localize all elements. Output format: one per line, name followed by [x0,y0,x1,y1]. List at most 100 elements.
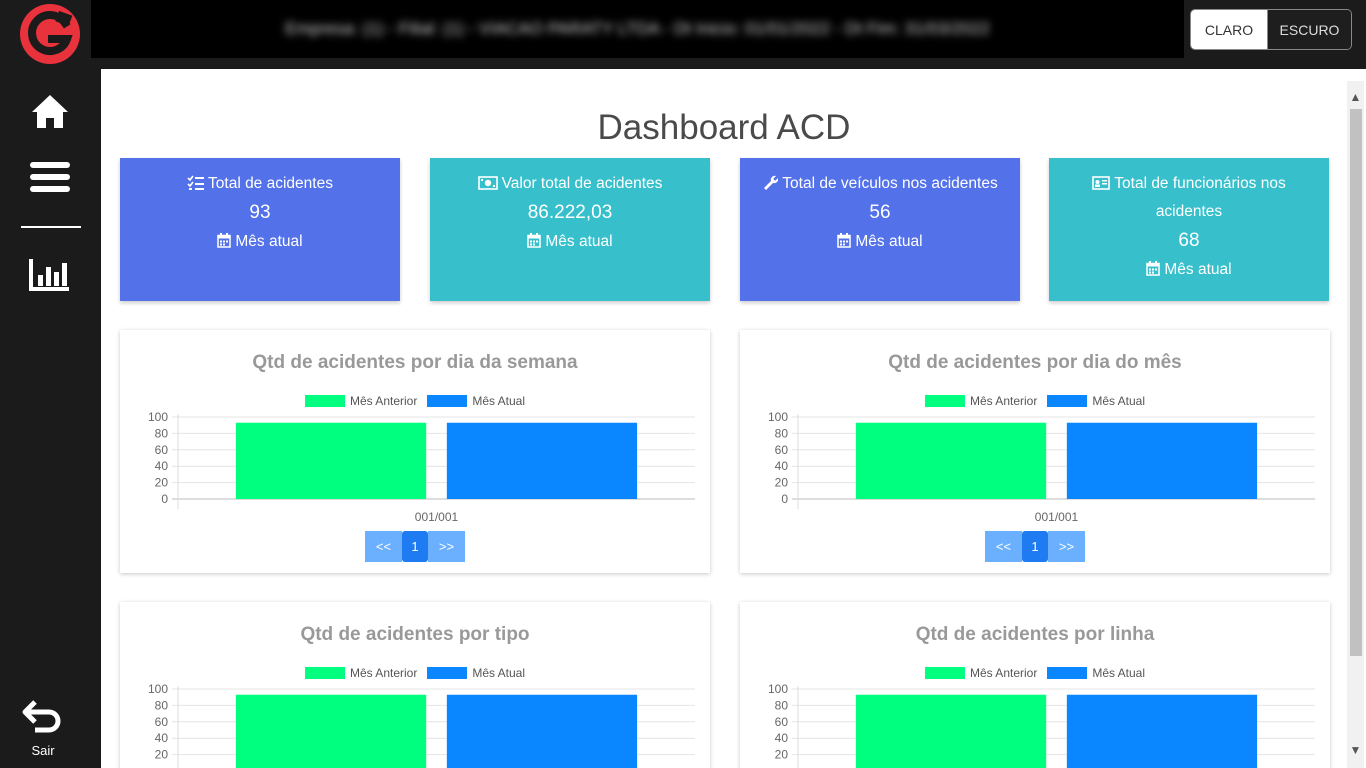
chart-title: Qtd de acidentes por linha [915,624,1155,645]
chart-panel-linha: Qtd de acidentes por linha Mês Anterior … [740,602,1330,768]
card-period: Mês atual [1164,261,1232,278]
bar-chart-icon[interactable] [28,253,72,297]
prev-page-button[interactable]: << [365,531,402,562]
calendar-icon [837,233,852,248]
card-total-acidentes: Total de acidentes 93 Mês atual [120,158,400,301]
logout-button[interactable]: Sair [18,696,68,758]
id-card-icon [1092,176,1111,190]
y-tick-label: 20 [775,476,789,490]
chart-title: Qtd de acidentes por tipo [300,624,530,645]
legend-prev[interactable]: Mês Anterior [304,666,417,680]
sidebar: Sair [0,0,100,768]
scroll-up-icon[interactable]: ▲ [1349,90,1362,104]
checklist-icon [187,175,205,190]
y-tick-label: 40 [775,731,789,745]
y-tick-label: 0 [781,492,788,506]
card-total-veiculos: Total de veículos nos acidentes 56 Mês a… [740,158,1020,301]
wrench-icon [764,175,779,190]
y-tick-label: 100 [148,682,168,696]
legend-curr[interactable]: Mês Atual [1047,394,1145,408]
bar-mes-anterior [235,422,427,499]
scroll-down-icon[interactable]: ▼ [1349,743,1362,757]
next-page-button[interactable]: >> [428,531,465,562]
card-title: Total de veículos nos acidentes [782,175,998,192]
home-icon[interactable] [28,89,72,133]
bar-chart: 20 40 60 80 100 [768,682,1315,768]
legend-curr[interactable]: Mês Atual [427,394,525,408]
chart-panel-dia-semana: Qtd de acidentes por dia da semana Mês A… [120,330,710,573]
y-tick-label: 40 [775,459,789,473]
chart-title: Qtd de acidentes por dia do mês [888,352,1182,373]
card-value: 68 [1178,230,1200,251]
y-tick-label: 80 [775,426,789,440]
chart-title: Qtd de acidentes por dia da semana [252,352,578,373]
y-tick-label: 80 [155,698,169,712]
y-tick-label: 60 [775,715,789,729]
y-tick-label: 40 [155,731,169,745]
next-page-button[interactable]: >> [1048,531,1085,562]
y-tick-label: 100 [768,410,788,424]
scrollbar-thumb[interactable] [1350,109,1362,656]
bar-mes-anterior [855,694,1047,768]
chart-legend: Mês Anterior Mês Atual [120,666,710,680]
bar-mes-atual [1066,422,1258,499]
calendar-icon [527,233,542,248]
pagination: << 1 >> [365,531,465,562]
theme-light-button[interactable]: CLARO [1191,10,1267,49]
card-value: 56 [869,202,891,223]
card-title: Valor total de acidentes [501,175,663,192]
chart-legend: Mês Anterior Mês Atual [740,666,1330,680]
y-tick-label: 60 [775,443,789,457]
card-period: Mês atual [235,233,303,250]
logout-icon [22,700,61,733]
legend-prev[interactable]: Mês Anterior [304,394,417,408]
y-tick-label: 100 [148,410,168,424]
page-title: Dashboard ACD [597,108,851,147]
bar-mes-anterior [235,694,427,768]
card-title: Total de acidentes [208,175,333,192]
card-period: Mês atual [545,233,613,250]
y-tick-label: 80 [155,426,169,440]
calendar-icon [217,233,232,248]
theme-dark-button[interactable]: ESCURO [1267,10,1351,49]
chart-panel-tipo: Qtd de acidentes por tipo Mês Anterior M… [120,602,710,768]
legend-prev[interactable]: Mês Anterior [924,394,1037,408]
bar-mes-atual [446,422,638,499]
prev-page-button[interactable]: << [985,531,1022,562]
legend-curr[interactable]: Mês Atual [427,666,525,680]
y-tick-label: 40 [155,459,169,473]
company-info-bar: Empresa: (1) - Filial: (1) - VIACAO PARA… [91,0,1184,58]
card-valor-total: Valor total de acidentes 86.222,03 Mês a… [430,158,710,301]
legend-curr[interactable]: Mês Atual [1047,666,1145,680]
card-title: Total de funcionários nos acidentes [1114,175,1286,220]
bar-mes-atual [1066,694,1258,768]
bar-mes-atual [446,694,638,768]
card-value: 86.222,03 [527,202,613,223]
y-tick-label: 80 [775,698,789,712]
y-tick-label: 60 [155,443,169,457]
y-tick-label: 0 [161,492,168,506]
menu-icon[interactable] [28,155,72,199]
sidebar-divider [21,226,81,228]
current-page-button[interactable]: 1 [402,531,428,562]
card-total-funcionarios: Total de funcionários nos acidentes 68 M… [1049,158,1329,301]
money-icon [477,176,498,190]
chart-panel-dia-mes: Qtd de acidentes por dia do mês Mês Ante… [740,330,1330,573]
company-info-text: Empresa: (1) - Filial: (1) - VIACAO PARA… [285,19,990,38]
bar-chart: 0 20 40 60 80 100 001/001 [768,410,1315,524]
pagination: << 1 >> [985,531,1085,562]
logo-icon [20,4,80,64]
y-tick-label: 60 [155,715,169,729]
logout-label: Sair [31,743,55,758]
card-value: 93 [249,202,271,223]
current-page-button[interactable]: 1 [1022,531,1048,562]
bar-mes-anterior [855,422,1047,499]
vertical-scrollbar[interactable]: ▲ ▼ [1347,81,1364,768]
legend-prev[interactable]: Mês Anterior [924,666,1037,680]
calendar-icon [1146,261,1161,276]
y-tick-label: 100 [768,682,788,696]
card-period: Mês atual [855,233,923,250]
y-tick-label: 20 [775,748,789,762]
bar-chart: 20 40 60 80 100 [148,682,695,768]
y-tick-label: 20 [155,476,169,490]
